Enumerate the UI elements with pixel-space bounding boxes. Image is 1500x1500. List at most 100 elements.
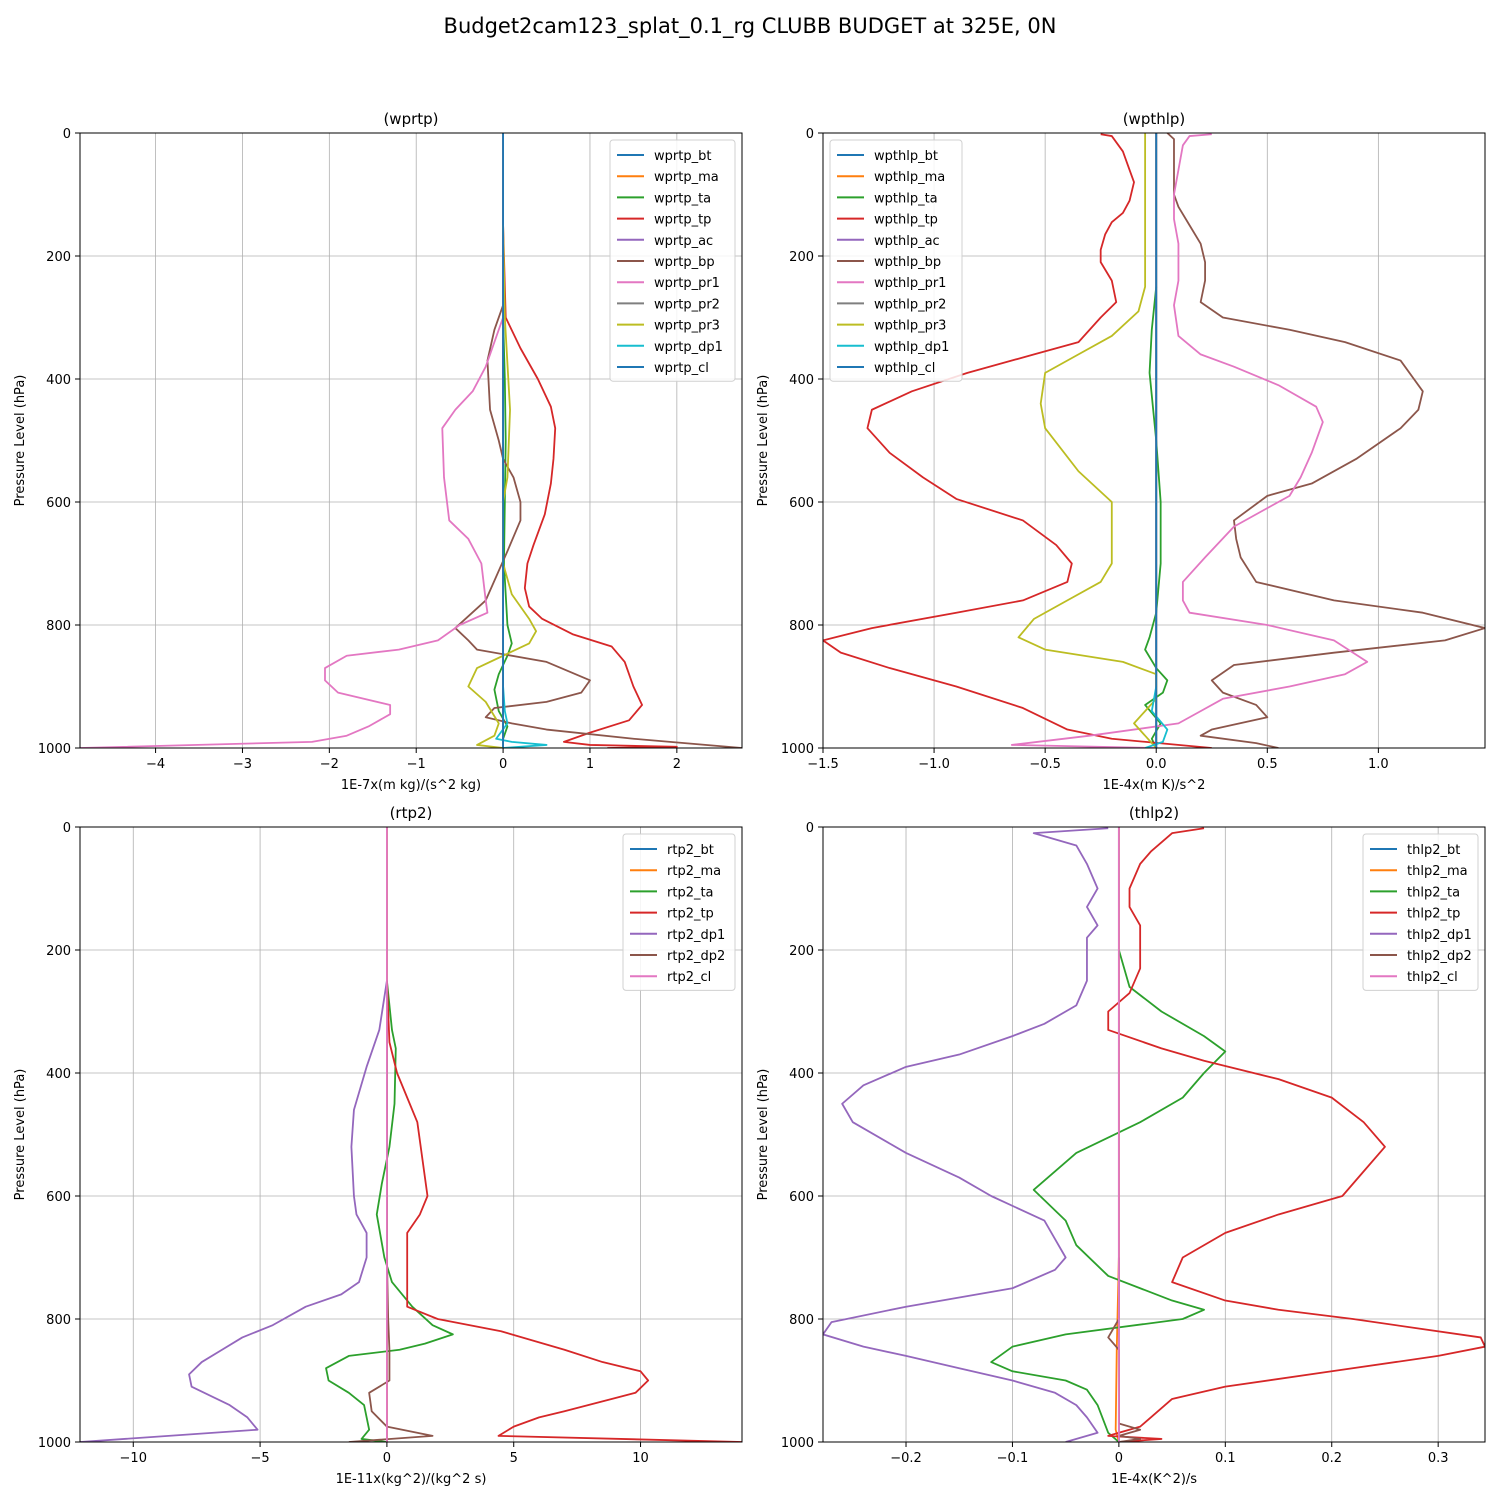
series-line-wprtp_pr1 <box>80 225 504 748</box>
x-tick-label: −10 <box>120 1451 147 1466</box>
legend-entry: wprtp_bp <box>654 255 715 270</box>
x-tick-label: 1.0 <box>1368 757 1389 772</box>
series-line-rtp2_ta <box>325 980 454 1442</box>
axes-frame <box>79 826 743 1443</box>
legend-entry: wprtp_pr3 <box>654 319 720 334</box>
series-line-wpthlp_pr3 <box>1017 133 1158 748</box>
legend-entry: wpthlp_ta <box>874 191 938 206</box>
x-tick-label: 0.3 <box>1428 1451 1449 1466</box>
series-line-wpthlp_ta <box>1144 286 1169 748</box>
legend: rtp2_bt rtp2_ma rtp2_ta rtp2_tp rtp2_dp1 rtp2… <box>622 833 736 991</box>
y-tick-label: 1000 <box>38 742 71 757</box>
y-tick-label: 200 <box>46 250 71 265</box>
x-tick-label: 10 <box>632 1451 649 1466</box>
y-tick-label: 400 <box>789 1067 814 1082</box>
y-axis-label: Pressure Level (hPa) <box>756 375 771 507</box>
legend-entry: wpthlp_cl <box>874 361 935 376</box>
series-line-wprtp_pr3 <box>467 225 537 748</box>
legend-entry: rtp2_dp2 <box>667 949 725 964</box>
legend-entry: wpthlp_tp <box>874 213 938 228</box>
y-tick-label: 400 <box>789 373 814 388</box>
y-tick-label: 200 <box>46 944 71 959</box>
y-tick-label: 800 <box>46 619 71 634</box>
series-group <box>80 133 742 748</box>
legend-entry: wprtp_ac <box>654 234 713 249</box>
x-tick-label: 0 <box>499 757 507 772</box>
legend-entry: wprtp_ma <box>654 170 719 185</box>
series-line-rtp2_tp <box>386 980 742 1442</box>
y-tick-label: 1000 <box>781 1436 814 1451</box>
y-axis-label: Pressure Level (hPa) <box>13 1069 28 1201</box>
y-tick-label: 800 <box>789 619 814 634</box>
legend-entry: wprtp_bt <box>654 149 711 164</box>
x-tick-label: 5 <box>510 1451 518 1466</box>
y-tick-label: 800 <box>789 1313 814 1328</box>
series-line-thlp2_tp <box>1107 827 1485 1442</box>
panel-title: (rtp2) <box>390 804 433 822</box>
legend-box <box>1362 833 1479 991</box>
legend-entry: rtp2_cl <box>667 970 711 985</box>
axes-frame <box>79 132 743 749</box>
series-line-wpthlp_bp <box>1166 133 1485 748</box>
y-tick-label: 600 <box>46 1190 71 1205</box>
legend-entry: thlp2_cl <box>1407 970 1458 985</box>
legend-entry: rtp2_tp <box>667 907 714 922</box>
y-tick-label: 400 <box>46 373 71 388</box>
legend-entry: wpthlp_ma <box>874 170 945 185</box>
series-group <box>823 827 1485 1442</box>
legend: wprtp_bt wprtp_ma wprtp_ta wprtp_tp wprtp_ac… <box>609 139 736 382</box>
x-axis-label: 1E-7x(m kg)/(s^2 kg) <box>341 778 481 793</box>
y-tick-label: 0 <box>806 821 814 836</box>
series-line-thlp2_dp1 <box>823 827 1109 1442</box>
panel-1: −1.5 −1.0 −0.5 0.0 0.5 1.0 0 200 400 600 800 1000 (w… <box>756 110 1486 793</box>
y-tick-label: 200 <box>789 944 814 959</box>
legend-entry: wpthlp_pr1 <box>874 276 946 291</box>
legend-entry: thlp2_bt <box>1407 843 1460 858</box>
y-tick-label: 600 <box>789 1190 814 1205</box>
legend: wpthlp_bt wpthlp_ma wpthlp_ta wpthlp_tpwpth… <box>829 139 963 382</box>
legend: thlp2_bt thlp2_ma thlp2_ta thlp2_tp thlp2_dp… <box>1362 833 1479 991</box>
y-tick-label: 400 <box>46 1067 71 1082</box>
legend-entry: wpthlp_dp1 <box>874 340 949 355</box>
panel-title: (wprtp) <box>383 110 438 128</box>
series-line-wprtp_dp1 <box>495 686 548 748</box>
x-tick-label: 0.2 <box>1321 1451 1342 1466</box>
legend-entry: wpthlp_pr3 <box>874 319 946 334</box>
x-tick-label: 0 <box>1115 1451 1123 1466</box>
y-tick-label: 1000 <box>781 742 814 757</box>
legend-entry: wpthlp_bt <box>874 149 938 164</box>
axes-frame <box>822 132 1486 749</box>
legend-entry: wpthlp_ac <box>874 234 940 249</box>
y-tick-label: 0 <box>63 821 71 836</box>
legend-entry: rtp2_dp1 <box>667 928 725 943</box>
x-tick-label: 0 <box>383 1451 391 1466</box>
series-line-wpthlp_tp <box>823 133 1212 748</box>
series-group <box>80 827 742 1442</box>
x-tick-label: −0.1 <box>997 1451 1029 1466</box>
legend-entry: rtp2_bt <box>667 843 714 858</box>
y-axis-label: Pressure Level (hPa) <box>13 375 28 507</box>
legend-entry: wpthlp_pr2 <box>874 297 946 312</box>
y-tick-label: 600 <box>46 496 71 511</box>
y-tick-label: 600 <box>789 496 814 511</box>
x-tick-label: 2 <box>673 757 681 772</box>
x-tick-label: 0.5 <box>1257 757 1278 772</box>
x-tick-label: −5 <box>250 1451 269 1466</box>
series-line-thlp2_dp2 <box>1107 1257 1142 1442</box>
axes-frame <box>822 826 1486 1443</box>
y-tick-label: 0 <box>63 127 71 142</box>
panel-3: −0.2 −0.1 0 0.1 0.2 0.3 0 200 400 600 800 1000 (thlp… <box>756 804 1486 1487</box>
series-line-rtp2_dp1 <box>80 980 388 1442</box>
x-tick-label: −2 <box>320 757 339 772</box>
y-tick-label: 1000 <box>38 1436 71 1451</box>
x-tick-label: −0.2 <box>890 1451 922 1466</box>
series-group <box>823 133 1485 748</box>
series-line-wpthlp_pr1 <box>1010 133 1369 748</box>
panel-2: −10 −5 0 5 10 0 200 400 600 800 1000 (rtp2) 1E-11x(k… <box>13 804 743 1487</box>
legend-entry: wprtp_cl <box>654 361 709 376</box>
x-tick-label: −3 <box>233 757 252 772</box>
x-tick-label: 0.1 <box>1215 1451 1236 1466</box>
legend-box <box>829 139 963 382</box>
